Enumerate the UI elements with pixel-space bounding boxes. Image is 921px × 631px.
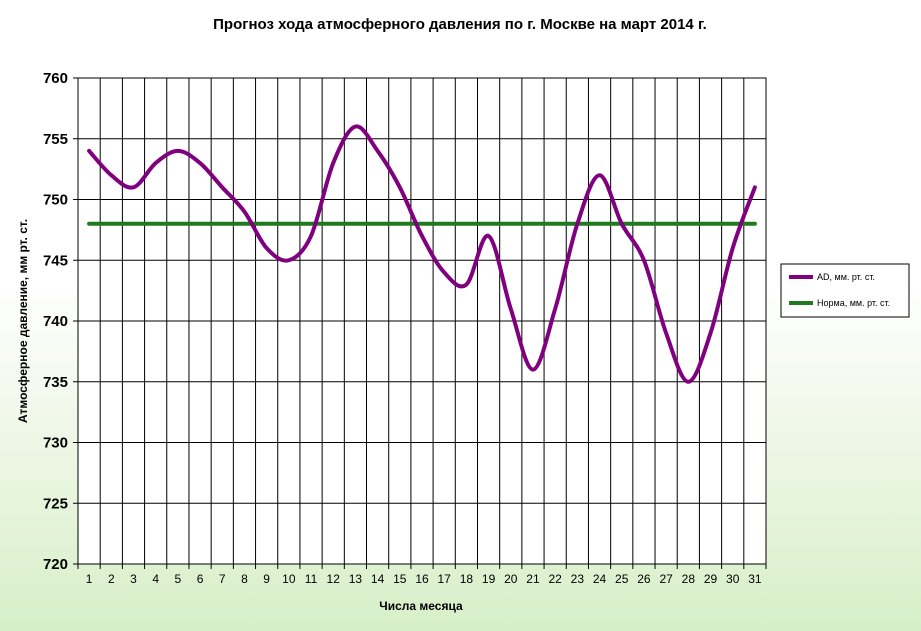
x-tick-label: 9 (263, 572, 270, 586)
x-tick-label: 7 (219, 572, 226, 586)
x-tick-label: 17 (438, 572, 452, 586)
legend-label: Норма, мм. рт. ст. (817, 298, 890, 308)
x-axis-label: Числа месяца (379, 599, 463, 613)
x-tick-label: 30 (726, 572, 740, 586)
x-tick-label: 26 (637, 572, 651, 586)
x-tick-label: 5 (175, 572, 182, 586)
x-tick-label: 18 (460, 572, 474, 586)
y-tick-label: 740 (43, 313, 68, 330)
x-tick-label: 2 (108, 572, 115, 586)
y-axis-ticks: 720 725 730 735 740 745 750 755 760 (43, 70, 68, 573)
grid (73, 77, 767, 569)
y-tick-label: 730 (43, 435, 68, 452)
x-tick-label: 15 (393, 572, 407, 586)
x-tick-label: 14 (371, 572, 385, 586)
y-tick-label: 720 (43, 556, 68, 573)
y-tick-label: 725 (43, 495, 68, 512)
y-tick-label: 745 (43, 252, 68, 269)
x-tick-label: 31 (748, 572, 762, 586)
y-axis-label: Атмосферное давление, мм рт. ст. (16, 219, 30, 423)
x-tick-label: 16 (415, 572, 429, 586)
y-tick-label: 735 (43, 374, 68, 391)
x-tick-label: 13 (349, 572, 363, 586)
series (87, 124, 757, 384)
series-line-pressure (87, 124, 757, 384)
y-tick-label: 750 (43, 192, 68, 209)
x-tick-label: 22 (548, 572, 562, 586)
x-tick-label: 4 (152, 572, 159, 586)
chart-title: Прогноз хода атмосферного давления по г.… (213, 16, 707, 33)
x-tick-label: 3 (130, 572, 137, 586)
x-tick-label: 25 (615, 572, 629, 586)
y-tick-label: 760 (43, 70, 68, 87)
x-tick-label: 23 (571, 572, 585, 586)
x-tick-label: 20 (504, 572, 518, 586)
x-axis-ticks: 1 2 3 4 5 6 7 8 9 10 11 12 13 14 15 16 17 18 19 20 21 22 23 24 2… (86, 572, 762, 586)
legend-label: AD, мм. рт. ст. (817, 272, 875, 282)
x-tick-label: 28 (682, 572, 696, 586)
x-tick-label: 27 (659, 572, 673, 586)
x-tick-label: 29 (704, 572, 718, 586)
x-tick-label: 12 (327, 572, 341, 586)
y-tick-label: 755 (43, 131, 68, 148)
x-tick-label: 24 (593, 572, 607, 586)
x-tick-label: 21 (526, 572, 540, 586)
x-tick-label: 10 (282, 572, 296, 586)
x-tick-label: 6 (197, 572, 204, 586)
legend: AD, мм. рт. ст. Норма, мм. рт. ст. (780, 263, 910, 318)
legend-box (780, 263, 910, 318)
x-tick-label: 1 (86, 572, 93, 586)
x-tick-label: 8 (241, 572, 248, 586)
x-tick-label: 19 (482, 572, 496, 586)
x-tick-label: 11 (305, 572, 318, 586)
